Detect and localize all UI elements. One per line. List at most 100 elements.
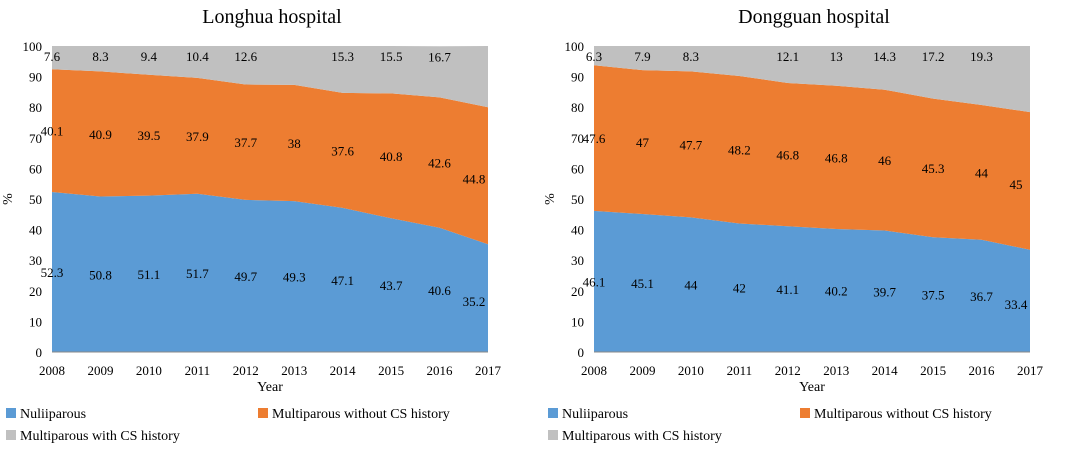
legend-label-multi-cs: Multiparous with CS history — [20, 429, 180, 444]
y-axis-title: % — [543, 193, 558, 205]
chart-panel-dongguan: 46.1 45.1 44 42 41.1 40.2 39.7 37.5 36.7 33.4 47.6… — [542, 0, 1084, 451]
x-tick-label: 2016 — [427, 363, 454, 378]
y-tick-label: 60 — [29, 161, 42, 176]
data-label-multi-no-cs: 37.7 — [234, 135, 257, 150]
data-label-multi-cs: 12.6 — [234, 49, 257, 64]
data-label-multi-cs: 19.3 — [970, 49, 993, 64]
data-label-multi-cs: 16.7 — [428, 49, 451, 64]
legend-label-nulliparous: Nuliiparous — [562, 407, 628, 422]
y-tick-label: 10 — [571, 314, 584, 329]
data-label-multi-cs: 7.6 — [44, 49, 61, 64]
x-tick-label: 2012 — [233, 363, 259, 378]
y-tick-label: 70 — [571, 131, 584, 146]
data-label-multi-no-cs: 38 — [288, 136, 301, 151]
data-label-multi-cs: 12.1 — [776, 49, 799, 64]
data-label-multi-cs: 10.4 — [186, 49, 209, 64]
data-label-multi-cs: 17.2 — [922, 49, 945, 64]
y-tick-label: 20 — [29, 284, 42, 299]
data-label-nulliparous: 46.1 — [583, 274, 606, 289]
chart-dongguan: 46.1 45.1 44 42 41.1 40.2 39.7 37.5 36.7 33.4 47.6… — [543, 6, 1044, 444]
data-label-multi-cs: 8.3 — [683, 49, 699, 64]
y-tick-label: 50 — [571, 192, 584, 207]
data-label-nulliparous: 49.3 — [283, 270, 306, 285]
data-label-multi-cs: 9.4 — [141, 49, 158, 64]
data-label-multi-no-cs: 42.6 — [428, 156, 451, 171]
data-label-multi-cs: 13 — [830, 49, 843, 64]
y-tick-label: 90 — [571, 70, 584, 85]
legend-label-multi-cs: Multiparous with CS history — [562, 429, 722, 444]
data-label-nulliparous: 50.8 — [89, 267, 112, 282]
data-label-nulliparous: 52.3 — [41, 265, 64, 280]
legend-swatch-multi-cs — [548, 430, 558, 440]
area-multi-no-cs — [594, 65, 1030, 250]
data-label-multi-cs: 7.9 — [634, 49, 650, 64]
data-label-multi-no-cs: 46.8 — [776, 148, 799, 163]
data-label-nulliparous: 43.7 — [380, 278, 403, 293]
x-tick-label: 2011 — [185, 363, 211, 378]
chart-longhua: 52.3 50.8 51.1 51.7 49.7 49.3 47.1 43.7 40.6 35.2… — [1, 6, 502, 444]
data-label-multi-no-cs: 44 — [975, 165, 989, 180]
x-tick-label: 2014 — [872, 363, 899, 378]
data-label-nulliparous: 49.7 — [234, 269, 257, 284]
data-label-multi-cs: 14.3 — [873, 49, 896, 64]
data-label-multi-no-cs: 47.6 — [583, 131, 606, 146]
x-tick-label: 2015 — [920, 363, 946, 378]
y-tick-label: 30 — [571, 253, 584, 268]
legend-label-multi-no-cs: Multiparous without CS history — [272, 407, 450, 422]
data-label-multi-cs: 6.3 — [586, 49, 602, 64]
data-label-multi-no-cs: 37.9 — [186, 129, 209, 144]
y-tick-label: 50 — [29, 192, 42, 207]
legend-swatch-nulliparous — [6, 408, 16, 418]
data-label-multi-no-cs: 37.6 — [331, 143, 354, 158]
x-tick-label: 2010 — [136, 363, 162, 378]
y-tick-label: 70 — [29, 131, 42, 146]
y-tick-label: 60 — [571, 161, 584, 176]
legend-swatch-multi-cs — [6, 430, 16, 440]
y-tick-label: 80 — [29, 100, 42, 115]
data-label-multi-no-cs: 40.9 — [89, 127, 112, 142]
legend-swatch-multi-no-cs — [258, 408, 268, 418]
data-label-multi-no-cs: 44.8 — [463, 172, 486, 187]
y-tick-label: 40 — [29, 223, 42, 238]
x-tick-label: 2010 — [678, 363, 704, 378]
x-tick-label: 2017 — [1017, 363, 1044, 378]
data-label-multi-no-cs: 48.2 — [728, 143, 751, 158]
x-tick-label: 2017 — [475, 363, 502, 378]
x-tick-label: 2014 — [330, 363, 357, 378]
area-multi-cs — [594, 46, 1030, 113]
chart-title: Dongguan hospital — [738, 6, 890, 28]
y-tick-label: 0 — [36, 345, 43, 360]
data-label-nulliparous: 42 — [733, 281, 746, 296]
x-tick-label: 2011 — [727, 363, 753, 378]
data-label-nulliparous: 47.1 — [331, 273, 354, 288]
data-label-nulliparous: 33.4 — [1005, 297, 1028, 312]
y-tick-label: 100 — [565, 39, 585, 54]
data-label-multi-no-cs: 47.7 — [680, 137, 703, 152]
data-label-multi-no-cs: 47 — [636, 135, 650, 150]
legend-label-nulliparous: Nuliiparous — [20, 407, 86, 422]
y-tick-label: 10 — [29, 314, 42, 329]
x-tick-label: 2013 — [281, 363, 307, 378]
data-label-nulliparous: 36.7 — [970, 289, 993, 304]
chart-title: Longhua hospital — [202, 6, 342, 28]
data-label-nulliparous: 44 — [684, 278, 698, 293]
area-multi-cs — [52, 46, 488, 108]
x-tick-label: 2012 — [775, 363, 801, 378]
data-label-nulliparous: 40.6 — [428, 283, 451, 298]
y-axis-title: % — [1, 193, 16, 205]
area-multi-no-cs — [52, 69, 488, 245]
legend-label-multi-no-cs: Multiparous without CS history — [814, 407, 992, 422]
x-axis-title: Year — [799, 380, 825, 395]
data-label-nulliparous: 41.1 — [776, 282, 799, 297]
legend-swatch-multi-no-cs — [800, 408, 810, 418]
x-tick-label: 2008 — [39, 363, 65, 378]
data-label-nulliparous: 35.2 — [463, 294, 486, 309]
data-label-nulliparous: 40.2 — [825, 283, 848, 298]
data-label-multi-no-cs: 45.3 — [922, 161, 945, 176]
x-tick-label: 2015 — [378, 363, 404, 378]
data-label-multi-cs: 15.5 — [380, 49, 403, 64]
data-label-nulliparous: 51.1 — [138, 267, 161, 282]
data-label-nulliparous: 51.7 — [186, 266, 209, 281]
y-tick-label: 80 — [571, 100, 584, 115]
data-label-nulliparous: 37.5 — [922, 288, 945, 303]
